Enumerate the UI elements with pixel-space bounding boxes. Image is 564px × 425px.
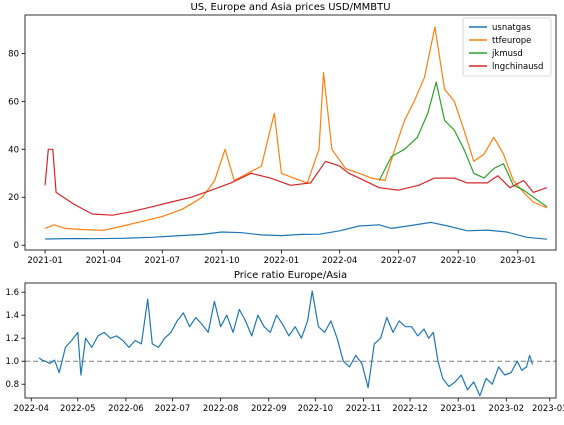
y-tick-label: 60 — [8, 97, 19, 107]
legend-label-usnatgas: usnatgas — [492, 23, 531, 33]
bottom-chart: Price ratio Europe/Asia 2022-04 2022-05 20… — [5, 270, 564, 414]
series-line-jkmusd — [378, 81, 548, 208]
top-chart: US, Europe and Asia prices USD/MMBTU 202… — [8, 2, 557, 266]
series-line-lngchinausd — [44, 148, 548, 216]
bottom-chart-y-ticks: 0.8 1.0 1.2 1.4 1.6 — [5, 288, 25, 390]
bottom-chart-x-ticks: 2022-04 2022-05 2022-06 2022-07 2022-08 2022-… — [13, 398, 564, 414]
legend-label-jkmusd: jkmusd — [491, 49, 523, 59]
y-tick-label: 1.4 — [5, 311, 19, 321]
x-tick-label: 2023-03 — [532, 404, 564, 414]
x-tick-label: 2022-01 — [264, 256, 300, 266]
bottom-chart-frame — [24, 282, 557, 399]
x-tick-label: 2021-07 — [145, 256, 181, 266]
x-tick-label: 2022-05 — [60, 404, 96, 414]
y-tick-label: 0.8 — [5, 380, 19, 390]
top-chart-x-ticks: 2021-01 2021-04 2021-07 2021-10 2022-01 2022-… — [27, 250, 536, 266]
bottom-chart-title: Price ratio Europe/Asia — [234, 270, 347, 281]
x-tick-label: 2022-04 — [13, 404, 49, 414]
legend-label-ttfeurope: ttfeurope — [492, 36, 531, 46]
legend: usnatgas ttfeurope jkmusd lngchinausd — [462, 17, 552, 77]
top-chart-y-ticks: 0 20 40 60 80 — [8, 49, 25, 251]
x-tick-label: 2022-07 — [381, 256, 417, 266]
legend-label-lngchinausd: lngchinausd — [492, 62, 543, 72]
x-tick-label: 2023-01 — [500, 256, 536, 266]
x-tick-label: 2022-07 — [155, 404, 191, 414]
y-tick-label: 40 — [8, 145, 19, 155]
series-line-usnatgas — [45, 221, 547, 240]
y-tick-label: 0 — [14, 241, 19, 251]
x-tick-label: 2022-10 — [298, 404, 334, 414]
x-tick-label: 2023-02 — [489, 404, 525, 414]
x-tick-label: 2022-06 — [108, 404, 144, 414]
x-tick-label: 2022-08 — [203, 404, 239, 414]
top-chart-lines — [44, 26, 548, 240]
y-tick-label: 80 — [8, 49, 19, 59]
y-tick-label: 20 — [8, 193, 19, 203]
x-tick-label: 2021-01 — [27, 256, 63, 266]
top-chart-title: US, Europe and Asia prices USD/MMBTU — [190, 2, 390, 13]
series-line-ratio-0 — [38, 290, 534, 397]
y-tick-label: 1.0 — [5, 357, 19, 367]
x-tick-label: 2022-04 — [322, 256, 358, 266]
top-chart-frame — [24, 14, 557, 251]
x-tick-label: 2022-11 — [346, 404, 382, 414]
legend-box — [462, 17, 552, 77]
x-tick-label: 2023-01 — [440, 404, 476, 414]
x-tick-label: 2021-04 — [86, 256, 122, 266]
y-tick-label: 1.6 — [5, 288, 19, 298]
x-tick-label: 2022-09 — [251, 404, 287, 414]
series-line-ttfeurope — [44, 26, 548, 231]
x-tick-label: 2021-10 — [204, 256, 240, 266]
x-tick-label: 2022-12 — [392, 404, 428, 414]
y-tick-label: 1.2 — [5, 334, 19, 344]
bottom-chart-lines — [38, 290, 534, 397]
x-tick-label: 2022-10 — [440, 256, 476, 266]
